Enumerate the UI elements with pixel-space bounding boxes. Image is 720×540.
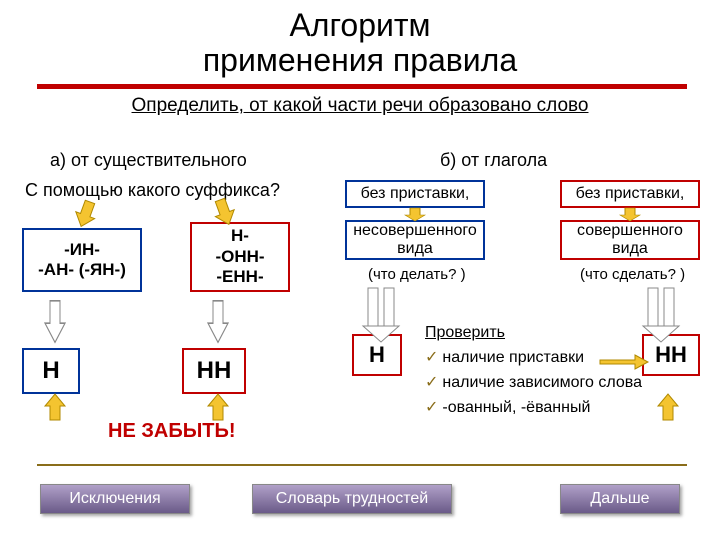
box-bez-pristavki-1: без приставки, [345,180,485,208]
result-box-nn2: НН [642,334,700,376]
question-delat: (что делать? ) [368,266,466,283]
suffix-box-in-an-yan: -ИН- -АН- (-ЯН-) [22,228,142,292]
box-in-l2: -АН- (-ЯН-) [38,260,126,280]
sov-l2: вида [612,240,648,258]
sov-l1: совершенного [577,222,683,240]
button-dictionary[interactable]: Словарь трудностей [252,484,452,514]
suffix-box-n-onn-enn: Н- -ОНН- -ЕНН- [190,222,290,292]
box-in-l1: -ИН- [64,240,100,260]
nesov-l1: несовершенного [353,222,477,240]
title-line1: Алгоритм [289,7,430,43]
box-onn-l3: -ЕНН- [216,267,263,287]
button-exceptions[interactable]: Исключения [40,484,190,514]
button-next[interactable]: Дальше [560,484,680,514]
box-sovershennogo: совершенного вида [560,220,700,260]
result-box-n: Н [22,348,80,394]
branch-a-label: а) от существительного [50,150,247,171]
title-underline [37,84,687,89]
nesov-l2: вида [397,240,433,258]
title: Алгоритм применения правила [0,0,720,78]
ne-zabyt-label: НЕ ЗАБЫТЬ! [108,420,236,443]
box-onn-l2: -ОНН- [215,247,264,267]
title-line2: применения правила [203,42,517,78]
check-item-1: наличие приставки [425,348,645,367]
result-box-nn: НН [182,348,246,394]
check-block: Проверить наличие приставки наличие зави… [425,324,645,424]
suffix-question: С помощью какого суффикса? [25,180,280,201]
box-nesovershennogo: несовершенного вида [345,220,485,260]
bottom-divider [37,464,687,466]
box-onn-l1: Н- [231,226,249,246]
subheading: Определить, от какой части речи образова… [0,95,720,117]
box-bez-pristavki-2: без приставки, [560,180,700,208]
result-box-n2: Н [352,334,402,376]
check-item-2: наличие зависимого слова [425,373,645,392]
branch-b-label: б) от глагола [440,150,547,171]
check-title: Проверить [425,324,645,342]
check-item-3: -ованный, -ёванный [425,398,645,417]
question-sdelat: (что сделать? ) [580,266,685,283]
